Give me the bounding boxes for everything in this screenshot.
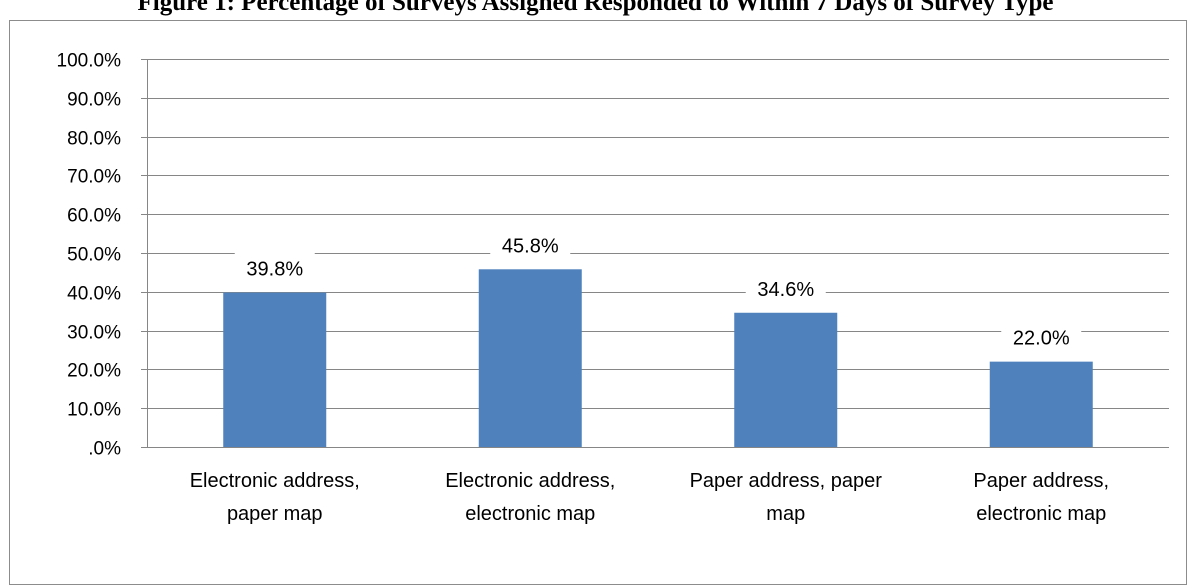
bar (223, 292, 327, 447)
data-label: 45.8% (502, 235, 559, 257)
y-tick-label: 100.0% (57, 51, 122, 72)
x-category-label-line: Paper address, (973, 470, 1109, 492)
x-category-label-line: paper map (227, 503, 323, 525)
y-tick-label: 90.0% (67, 90, 121, 111)
y-tick-label: .0% (88, 439, 121, 460)
x-category-label: Paper address, paper map (690, 470, 883, 525)
x-category-label-line: electronic map (465, 503, 595, 525)
x-category-label-line: electronic map (976, 503, 1106, 525)
bar (478, 269, 582, 447)
chart-title: Figure 1: Percentage of Surveys Assigned… (137, 0, 1054, 16)
bars (223, 269, 1093, 447)
data-label: 39.8% (246, 259, 303, 281)
data-label-background (490, 229, 571, 262)
bar (734, 312, 838, 447)
x-category-label-line: Paper address, paper (690, 470, 883, 492)
y-tick-label: 20.0% (67, 361, 121, 382)
chart-frame (9, 20, 1187, 585)
y-tick-label: 40.0% (67, 284, 121, 305)
y-axis: .0% 10.0% 20.0% 30.0% 40.0% 50.0% 60.0% 70.0% 80… (57, 51, 148, 460)
data-label-background (745, 272, 826, 305)
x-category-label-line: Electronic address, (190, 470, 360, 492)
y-tick-label: 60.0% (67, 206, 121, 227)
y-tick-label: 50.0% (67, 245, 121, 266)
y-tick-label: 80.0% (67, 129, 121, 150)
data-labels: 39.8% 45.8% 34.6% 22.0% (234, 229, 1082, 354)
y-tick-label: 30.0% (67, 323, 121, 344)
y-tick-label: 70.0% (67, 167, 121, 188)
y-tick-label: 10.0% (67, 400, 121, 421)
x-category-label: Electronic address, electronic map (445, 470, 615, 525)
data-label-background (1001, 321, 1082, 354)
data-label: 34.6% (757, 279, 814, 301)
x-category-label: Electronic address, paper map (190, 470, 360, 525)
data-label-background (234, 252, 315, 285)
bar (989, 361, 1093, 447)
x-category-label-line: map (766, 503, 805, 525)
x-category-label: Paper address, electronic map (973, 470, 1109, 525)
x-category-label-line: Electronic address, (445, 470, 615, 492)
data-label: 22.0% (1013, 328, 1070, 350)
